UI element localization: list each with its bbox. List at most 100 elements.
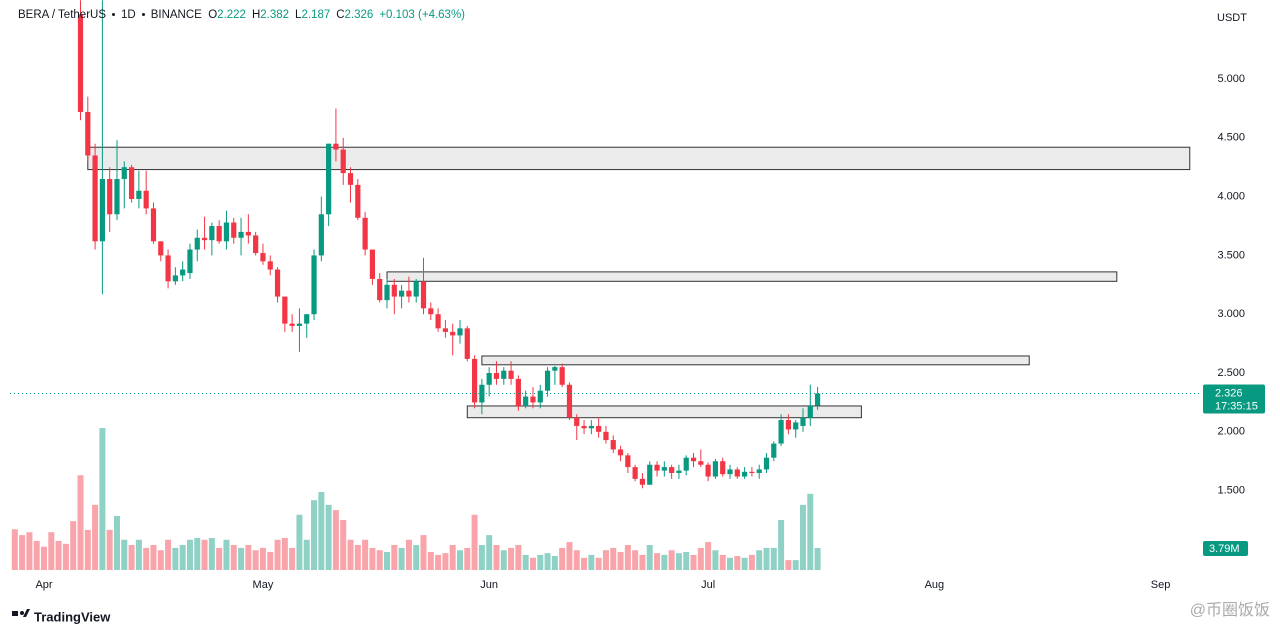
candle-body: [537, 390, 543, 403]
exchange: BINANCE: [150, 9, 202, 21]
volume-bar: [661, 554, 668, 570]
candle-body: [450, 331, 456, 336]
volume-bar: [325, 504, 332, 570]
candle-body: [223, 222, 230, 242]
candle-body: [304, 314, 310, 324]
volume-bar: [727, 557, 734, 570]
close-value: 2.326: [344, 9, 374, 21]
candle-body: [720, 461, 726, 475]
volume-bar: [508, 547, 515, 570]
candle-body: [420, 281, 427, 309]
candle-body: [274, 269, 281, 297]
candle-body: [742, 471, 748, 477]
volume-bar: [179, 544, 186, 570]
volume-bar: [245, 544, 252, 570]
volume-bar: [311, 500, 318, 570]
candle-body: [311, 255, 317, 315]
volume-bar: [150, 544, 157, 570]
volume-bar: [807, 493, 814, 570]
volume-bar: [289, 547, 296, 570]
volume-bar: [697, 547, 704, 570]
candle-body: [406, 290, 412, 297]
candle-body: [253, 235, 259, 254]
volume-bar: [719, 554, 726, 570]
candle-body: [778, 420, 784, 444]
volume-bar: [602, 550, 609, 570]
candle-body: [231, 222, 237, 238]
volume-bar: [165, 539, 172, 570]
candle-body: [143, 190, 149, 209]
volume-bar: [705, 542, 712, 570]
volume-bar: [639, 554, 646, 570]
volume-bar: [690, 554, 697, 570]
candle-body: [705, 464, 711, 477]
volume-bar: [259, 547, 266, 570]
y-tick-label: 2.500: [1217, 367, 1245, 379]
volume-bar: [478, 544, 485, 570]
open-value: 2.222: [217, 9, 246, 21]
volume-bar: [48, 532, 55, 570]
volume-bar: [216, 547, 223, 570]
candle-body: [347, 173, 354, 185]
x-tick-label: Jun: [480, 579, 498, 591]
volume-bar: [617, 551, 624, 570]
ohlc-label: C: [336, 9, 345, 21]
volume-bar: [566, 542, 573, 570]
candle-body: [238, 231, 244, 238]
candle-body: [603, 431, 609, 441]
candle-body: [413, 281, 419, 297]
candle-body: [216, 226, 222, 242]
zone: [87, 146, 1191, 171]
volume-bar: [11, 529, 18, 570]
candle-body: [369, 249, 376, 279]
candle-body: [435, 314, 441, 329]
volume-bar: [41, 546, 48, 570]
volume-bar: [420, 535, 427, 570]
candle-body: [690, 457, 697, 462]
candle-body: [661, 467, 667, 471]
volume-bar: [303, 539, 310, 570]
volume-bar: [143, 547, 150, 570]
last-price-box: [1203, 384, 1265, 414]
volume-bar: [296, 514, 303, 570]
candle-body: [610, 440, 616, 450]
volume-bar: [522, 554, 529, 570]
candle-body: [676, 470, 682, 473]
candle-body: [625, 455, 631, 468]
volume-bar: [413, 544, 420, 570]
volume-bar: [238, 547, 245, 570]
x-tick-label: Sep: [1151, 579, 1171, 591]
watermark: @币圈饭饭: [1190, 601, 1270, 619]
volume-bar: [376, 550, 383, 570]
candle-body: [384, 284, 390, 301]
volume-bar: [792, 560, 799, 570]
volume-bar: [347, 539, 354, 570]
volume-bar: [267, 551, 274, 570]
candle-body: [508, 370, 514, 379]
candle-body: [180, 269, 186, 276]
volume-bar: [778, 519, 785, 570]
ohlc-label: H: [251, 9, 261, 21]
volume-bar: [230, 544, 237, 570]
volume-bar: [384, 551, 391, 570]
volume-bar: [763, 547, 770, 570]
volume-bar: [62, 543, 69, 570]
candle-body: [807, 405, 813, 418]
candle-body: [544, 370, 551, 391]
candle-body: [209, 226, 215, 241]
candle-body: [318, 214, 324, 256]
volume-bar: [486, 535, 493, 570]
volume-bar: [128, 544, 135, 570]
candle-body: [326, 143, 332, 215]
candle-body: [734, 469, 740, 477]
volume-bar: [113, 515, 120, 570]
volume-bar: [274, 539, 281, 570]
candle-body: [552, 367, 558, 371]
volume-bar: [573, 550, 580, 570]
volume-bar: [675, 553, 682, 570]
candle-body: [201, 237, 208, 241]
candle-body: [377, 278, 383, 301]
volume-bar: [741, 557, 748, 570]
y-tick-label: 2.000: [1217, 426, 1245, 438]
candle-body: [581, 425, 587, 429]
